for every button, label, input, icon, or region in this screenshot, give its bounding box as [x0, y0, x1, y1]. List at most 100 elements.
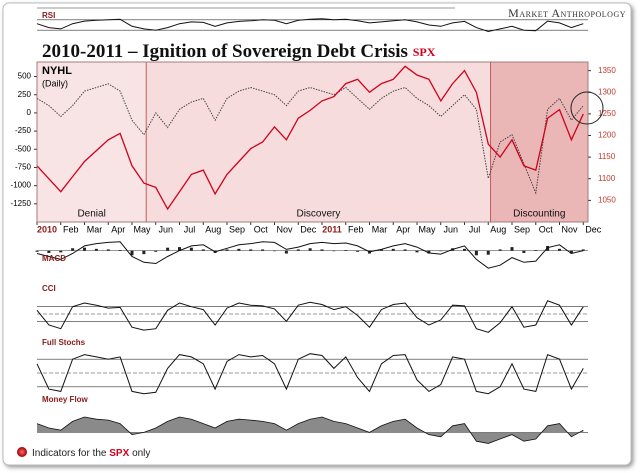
- x-tick-label: Nov: [561, 224, 578, 234]
- x-tick-label: Aug: [490, 224, 506, 234]
- phase-band: [490, 61, 589, 223]
- histogram-bar: [344, 250, 348, 251]
- title-tag: SPX: [413, 45, 436, 59]
- y2-tick-label: 1300: [598, 87, 616, 96]
- indicator-line: [36, 300, 584, 333]
- histogram-bar: [356, 250, 360, 252]
- y2-tick-label: 1050: [598, 195, 616, 204]
- title-text: 2010-2011 – Ignition of Sovereign Debt C…: [42, 41, 408, 62]
- histogram-bar: [47, 250, 51, 253]
- phase-band: [36, 61, 147, 223]
- y-tick-label: -500: [15, 144, 32, 153]
- y-tick-label: 0: [27, 108, 32, 117]
- x-tick-label: Jul: [184, 224, 196, 234]
- y-tick-label: 500: [18, 72, 32, 81]
- y-tick-label: -750: [15, 163, 32, 172]
- histogram-bar: [308, 248, 312, 251]
- plots: Denial Discovery Discounting 500 250 0 -250 -50…: [11, 11, 616, 444]
- histogram-bar: [581, 249, 585, 251]
- x-tick-label: Mar: [87, 224, 103, 234]
- histogram-bar: [569, 250, 573, 254]
- histogram-bar: [225, 249, 229, 251]
- y2-tick-label: 1200: [598, 131, 616, 140]
- indicator-line: [36, 241, 584, 269]
- histogram-bar: [510, 247, 514, 251]
- panel-title: CCI: [42, 284, 56, 293]
- histogram-bar: [237, 248, 241, 251]
- x-tick-label: Feb: [348, 224, 364, 234]
- histogram-bar: [142, 250, 146, 255]
- x-tick-label: Dec: [300, 224, 317, 234]
- area-line: [36, 416, 584, 444]
- phase-label: Discounting: [513, 209, 565, 220]
- x-tick-label: Sep: [229, 224, 245, 234]
- series-line: [36, 83, 584, 195]
- histogram-bar: [83, 247, 86, 251]
- histogram-bar: [427, 250, 431, 254]
- x-tick-label: Nov: [276, 224, 293, 234]
- x-tick-label: Jun: [158, 224, 173, 234]
- plot-border: [36, 61, 589, 223]
- x-tick-label: 2010: [37, 224, 57, 234]
- histogram-bar: [273, 250, 276, 252]
- x-tick-label: Oct: [254, 224, 269, 234]
- histogram-bar: [332, 250, 336, 252]
- phase-label: Discovery: [296, 209, 340, 220]
- indicator-line: [36, 353, 584, 395]
- histogram-bar: [59, 250, 63, 253]
- histogram-bar: [118, 250, 122, 251]
- histogram-bar: [474, 250, 478, 256]
- panel-title: Full Stochs: [42, 338, 86, 347]
- x-tick-label: Mar: [372, 224, 388, 234]
- histogram-bar: [35, 250, 39, 252]
- phase-label: Denial: [77, 209, 105, 220]
- histogram-bar: [379, 249, 383, 251]
- x-tick-label: Apr: [111, 224, 125, 234]
- y2-tick-label: 1150: [598, 152, 616, 161]
- x-tick-label: Sep: [514, 224, 530, 234]
- histogram-bar: [284, 250, 288, 254]
- y2-tick-label: 1350: [598, 66, 616, 75]
- footer-text: Indicators for the: [32, 448, 107, 459]
- x-tick-label: Jun: [443, 224, 458, 234]
- footer-note: Indicators for the SPX only: [32, 448, 150, 459]
- highlight-circle: [570, 91, 604, 125]
- x-tick-label: Apr: [396, 224, 410, 234]
- histogram-bar: [498, 249, 502, 251]
- x-tick-label: Dec: [585, 224, 602, 234]
- histogram-bar: [534, 250, 538, 251]
- y-tick-label: -250: [15, 126, 32, 135]
- x-tick-label: Feb: [63, 224, 79, 234]
- histogram-bar: [106, 249, 110, 251]
- histogram-bar: [522, 250, 526, 253]
- histogram-bar: [249, 249, 253, 251]
- footer-highlight: SPX: [109, 448, 129, 459]
- y-tick-label: 250: [18, 90, 32, 99]
- histogram-bar: [558, 248, 561, 251]
- histogram-bar: [439, 250, 443, 252]
- histogram-bar: [130, 250, 134, 256]
- x-tick-label: May: [418, 224, 436, 234]
- indicator-line: [36, 18, 584, 33]
- x-tick-label: Oct: [539, 224, 554, 234]
- histogram-bar: [261, 249, 265, 251]
- footer-text: only: [132, 448, 150, 459]
- x-tick-label: 2011: [322, 224, 342, 234]
- histogram-bar: [320, 249, 324, 251]
- series-line: [36, 65, 584, 211]
- panel-title: Money Flow: [42, 395, 89, 404]
- histogram-bar: [71, 248, 75, 251]
- footer-bullet: [17, 447, 27, 457]
- panel-title: MACD: [42, 254, 66, 263]
- x-tick-label: May: [133, 224, 151, 234]
- y-tick-label: -1000: [11, 181, 32, 190]
- series-sublabel: (Daily): [42, 78, 68, 88]
- histogram-bar: [296, 249, 300, 251]
- histogram-bar: [391, 248, 395, 251]
- x-tick-label: Aug: [205, 224, 221, 234]
- histogram-bar: [486, 250, 490, 255]
- chart-title: 2010-2011 – Ignition of Sovereign Debt C…: [42, 41, 436, 62]
- histogram-bar: [189, 247, 193, 251]
- area-fill: [37, 417, 584, 444]
